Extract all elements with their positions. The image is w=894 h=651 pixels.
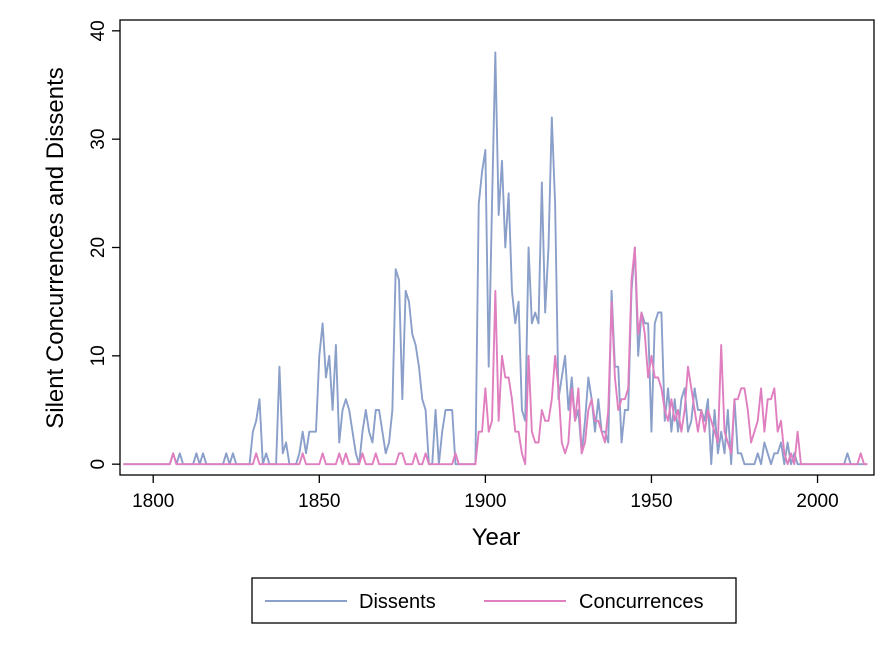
- series-line-dissents: [123, 51, 868, 466]
- y-tick-label: 10: [88, 345, 109, 366]
- y-axis-ticks: 0 10 20 30 40: [88, 20, 120, 469]
- x-tick-label: 1850: [298, 491, 340, 512]
- series-line-concurrences: [123, 246, 868, 466]
- y-tick-label: 0: [88, 459, 109, 470]
- x-tick-label: 1950: [630, 491, 672, 512]
- y-tick-label: 40: [88, 20, 109, 41]
- y-tick-label: 30: [88, 129, 109, 150]
- x-tick-label: 2000: [796, 491, 838, 512]
- x-tick-label: 1800: [132, 491, 174, 512]
- legend-label-concurrences: Concurrences: [579, 591, 704, 613]
- y-axis-title: Silent Concurrences and Dissents: [42, 67, 69, 429]
- legend: Dissents Concurrences: [251, 577, 737, 624]
- x-axis-title: Year: [472, 524, 521, 551]
- y-tick-label: 20: [88, 237, 109, 258]
- legend-label-dissents: Dissents: [359, 591, 436, 613]
- x-axis-ticks: 1800 1850 1900 1950 2000: [132, 475, 839, 512]
- series-lines: [123, 51, 868, 466]
- x-tick-label: 1900: [464, 491, 506, 512]
